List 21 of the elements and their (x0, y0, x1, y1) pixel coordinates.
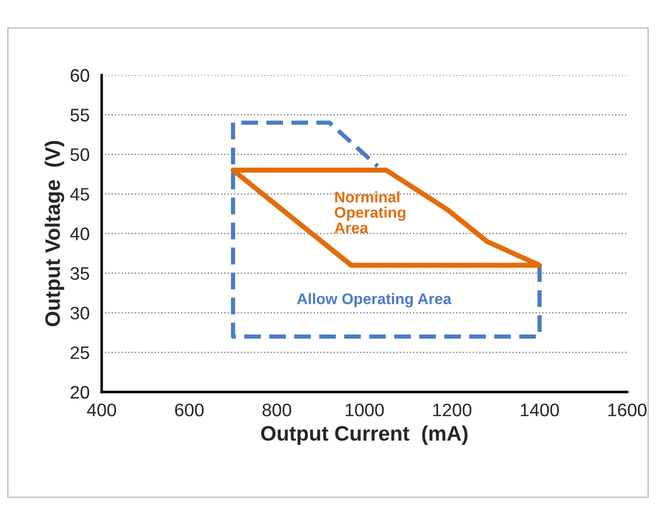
series-label: Norminal Operating Area (334, 191, 406, 234)
x-tick-label: 1000 (346, 404, 384, 416)
y-tick-label: 45 (70, 188, 90, 201)
y-tick-label: 40 (70, 227, 90, 240)
x-tick-label: 1400 (520, 404, 559, 416)
y-tick-label: 50 (70, 148, 90, 162)
y-tick-label: 55 (70, 108, 90, 122)
y-tick-label: 30 (70, 306, 90, 320)
x-tick-label: 800 (262, 404, 292, 416)
y-axis-title: Output Voltage (V) (44, 141, 64, 326)
y-tick-label: 35 (70, 267, 90, 280)
x-tick-label: 1200 (433, 404, 472, 416)
line-series (230, 120, 542, 339)
x-tick-label: 1600 (608, 404, 647, 416)
x-tick-label: 400 (87, 404, 116, 416)
x-tick-label: 600 (175, 404, 204, 416)
series-label: Allow Operating Area (297, 293, 452, 308)
y-tick-label: 60 (70, 69, 90, 82)
x-axis-title: Output Current (mA) (261, 425, 468, 445)
y-tick-label: 25 (70, 346, 90, 360)
y-tick-label: 20 (70, 386, 90, 399)
